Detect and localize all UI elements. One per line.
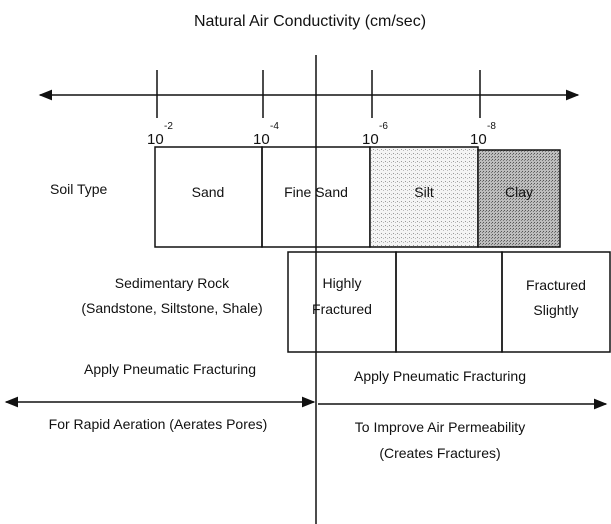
heading: Apply Pneumatic Fracturing <box>354 368 526 384</box>
cell-label: Clay <box>505 184 533 200</box>
cell-box <box>395 251 503 353</box>
title: Natural Air Conductivity (cm/sec) <box>194 13 426 30</box>
cell-label: Slightly <box>533 302 578 318</box>
tick-exponent: -4 <box>270 121 279 132</box>
cell-box <box>501 251 611 353</box>
row-label: Soil Type <box>50 181 108 197</box>
cell-label: Fractured <box>312 301 372 317</box>
caption: (Creates Fractures) <box>379 445 500 461</box>
row-label: (Sandstone, Siltstone, Shale) <box>81 300 262 316</box>
tick-base: 10 <box>470 131 487 148</box>
cell-box <box>369 146 479 248</box>
cell-label: Sand <box>192 184 225 200</box>
tick-exponent: -2 <box>164 121 173 132</box>
tick-exponent: -6 <box>379 121 388 132</box>
tick-base: 10 <box>253 131 270 148</box>
row-label: Sedimentary Rock <box>115 275 230 291</box>
caption: For Rapid Aeration (Aerates Pores) <box>49 416 268 432</box>
cell-label: Silt <box>414 184 434 200</box>
tick-base: 10 <box>147 131 164 148</box>
cell-label: Fine Sand <box>284 184 348 200</box>
caption: To Improve Air Permeability <box>355 419 525 435</box>
cell-label: Fractured <box>526 277 586 293</box>
cell-label: Highly <box>323 275 362 291</box>
heading: Apply Pneumatic Fracturing <box>84 361 256 377</box>
cell-box <box>477 149 561 248</box>
tick-exponent: -8 <box>487 121 496 132</box>
tick-base: 10 <box>362 131 379 148</box>
